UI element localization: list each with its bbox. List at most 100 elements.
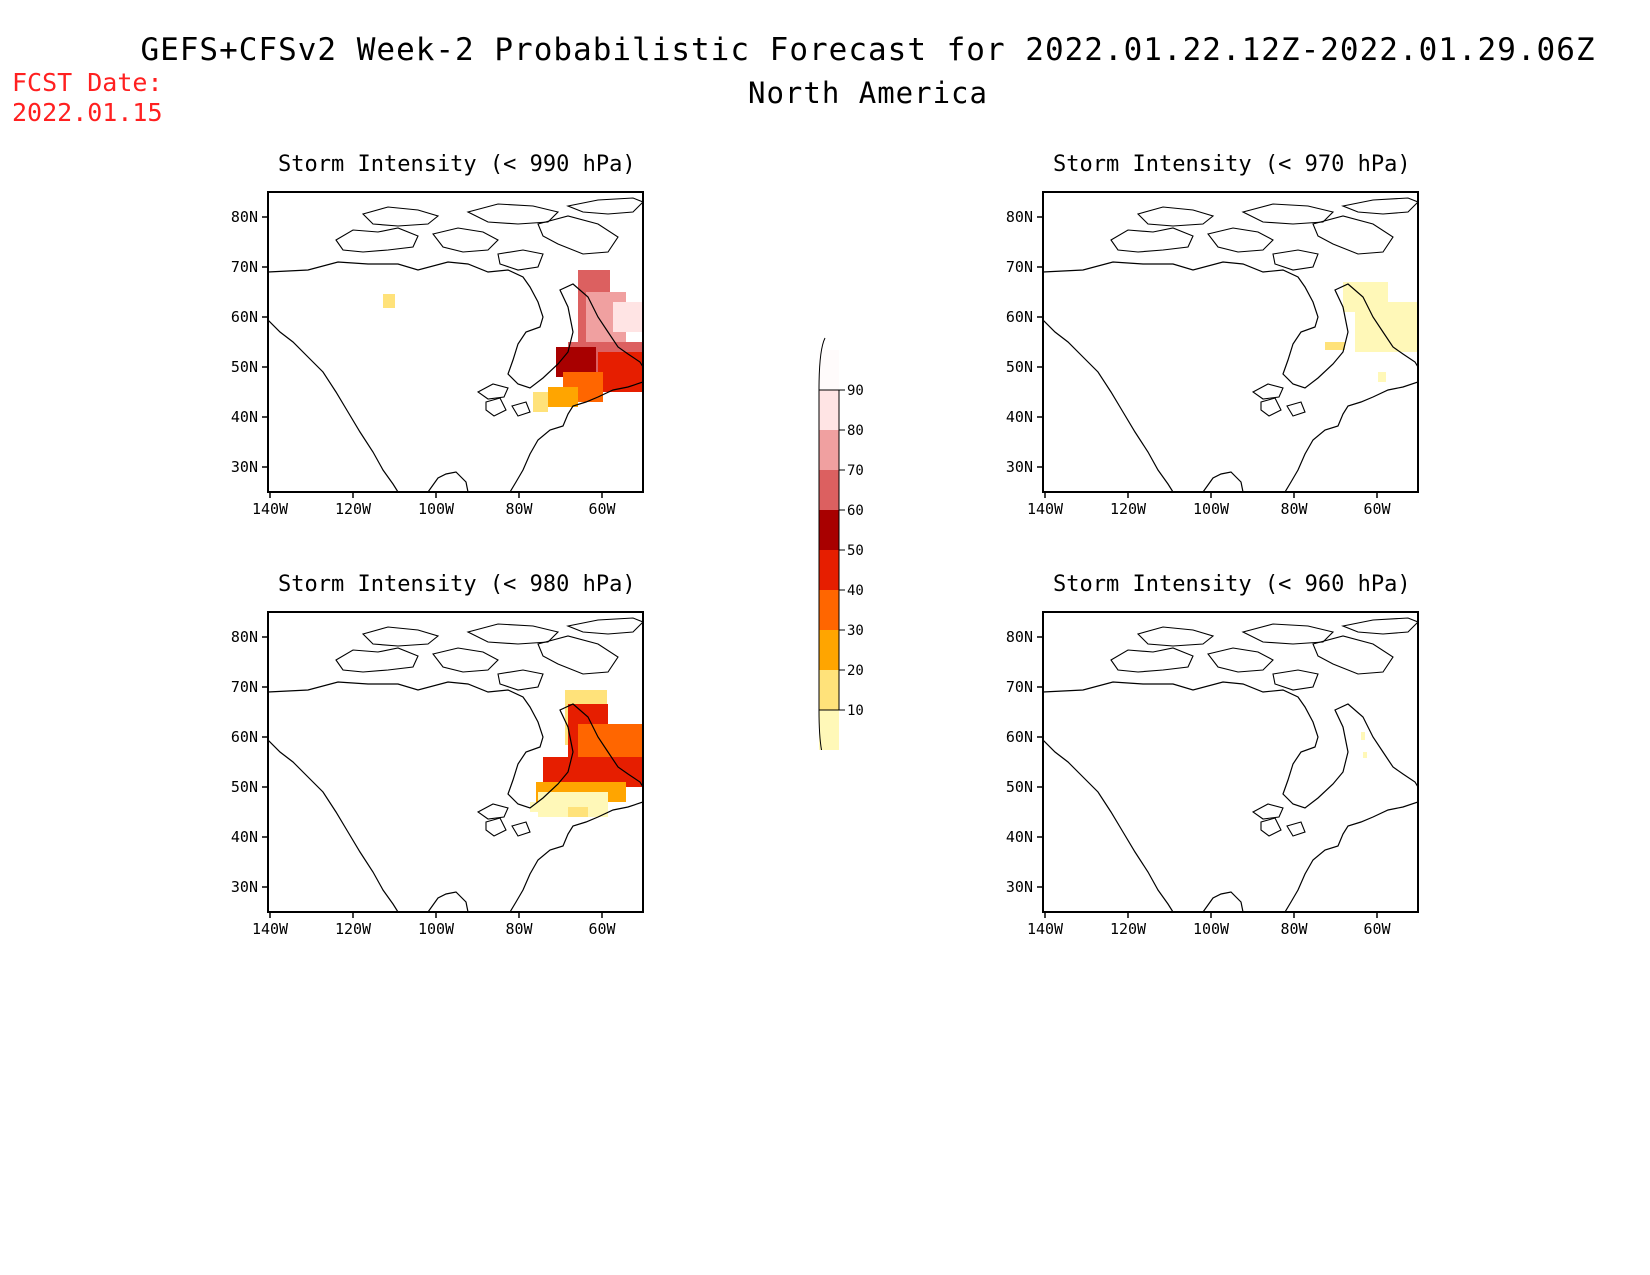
coastline: [1043, 681, 1418, 912]
lon-tick-label: 60W: [1363, 500, 1391, 518]
island-outline: [335, 647, 419, 673]
island-outline: [361, 206, 440, 227]
lake-outline: [1260, 817, 1282, 837]
lat-tick-label: 70N: [231, 678, 258, 696]
island-outline: [1341, 617, 1418, 635]
map-frame: [1042, 191, 1419, 493]
probability-cell: [578, 724, 643, 759]
island-outline: [1136, 206, 1215, 227]
island-outline: [1110, 227, 1194, 253]
panel-title-990: Storm Intensity (< 990 hPa): [278, 152, 636, 177]
lon-tick-label: 80W: [1280, 920, 1308, 938]
probability-cell: [613, 302, 643, 332]
island-outline: [1272, 669, 1319, 691]
island-outline: [497, 249, 544, 271]
lat-tick-label: 70N: [231, 258, 258, 276]
colorbar-swatch: [819, 550, 839, 590]
colorbar-swatch: [819, 710, 839, 750]
lake-outline: [1251, 803, 1284, 820]
island-outline: [1241, 203, 1335, 225]
lon-tick-label: 80W: [505, 920, 533, 938]
lat-tick-label: 30N: [231, 458, 258, 476]
island-outline: [432, 647, 499, 673]
lat-tick-label: 60N: [231, 728, 258, 746]
coastline: [268, 261, 643, 492]
lat-tick-label: 60N: [1006, 728, 1033, 746]
map-frame: [267, 191, 644, 493]
lon-tick-label: 100W: [1193, 920, 1230, 938]
lake-outline: [511, 401, 531, 417]
lat-tick-label: 30N: [1006, 458, 1033, 476]
lat-tick-label: 30N: [1006, 878, 1033, 896]
colorbar-label: 40: [847, 583, 864, 599]
probability-cell: [530, 802, 540, 812]
island-outline: [1110, 647, 1194, 673]
lat-tick-label: 50N: [1006, 358, 1033, 376]
colorbar-swatch: [819, 670, 839, 710]
island-outline: [1341, 197, 1418, 215]
probability-cell: [1325, 342, 1345, 350]
colorbar-label: 10: [847, 703, 864, 719]
colorbar-label: 30: [847, 623, 864, 639]
colorbar-label: 80: [847, 423, 864, 439]
lon-tick-label: 140W: [252, 920, 289, 938]
lat-tick-label: 40N: [1006, 408, 1033, 426]
lon-tick-label: 60W: [588, 920, 616, 938]
lat-tick-label: 60N: [231, 308, 258, 326]
colorbar-swatch: [819, 470, 839, 510]
lon-tick-label: 140W: [1027, 500, 1064, 518]
colorbar-label: 90: [847, 383, 864, 399]
colorbar-swatch: [819, 510, 839, 550]
island-outline: [566, 617, 643, 635]
probability-cell: [1361, 732, 1365, 740]
island-outline: [1207, 227, 1274, 253]
lat-tick-label: 70N: [1006, 258, 1033, 276]
map-frame: [1042, 611, 1419, 913]
lon-tick-label: 140W: [1027, 920, 1064, 938]
island-outline: [432, 227, 499, 253]
island-outline: [1272, 249, 1319, 271]
lon-tick-label: 100W: [1193, 500, 1230, 518]
lake-outline: [1286, 821, 1306, 837]
lat-tick-label: 40N: [231, 408, 258, 426]
lon-tick-label: 80W: [505, 500, 533, 518]
probability-cell: [598, 352, 643, 392]
probability-cell: [1363, 752, 1367, 758]
island-outline: [566, 197, 643, 215]
lat-tick-label: 50N: [231, 778, 258, 796]
lat-tick-label: 40N: [1006, 828, 1033, 846]
lat-tick-label: 80N: [231, 208, 258, 226]
main-title: GEFS+CFSv2 Week-2 Probabilistic Forecast…: [140, 32, 1596, 68]
lake-outline: [485, 397, 507, 417]
lon-tick-label: 80W: [1280, 500, 1308, 518]
colorbar-swatch: [819, 590, 839, 630]
island-outline: [361, 626, 440, 647]
colorbar-swatch: [819, 430, 839, 470]
lake-outline: [511, 821, 531, 837]
lat-tick-label: 60N: [1006, 308, 1033, 326]
island-outline: [537, 215, 619, 255]
island-outline: [1312, 215, 1394, 255]
lake-outline: [1286, 401, 1306, 417]
fcst-date-label: FCST Date:: [12, 68, 163, 97]
island-outline: [1136, 626, 1215, 647]
lat-tick-label: 80N: [231, 628, 258, 646]
island-outline: [335, 227, 419, 253]
colorbar-label: 60: [847, 503, 864, 519]
lake-outline: [476, 803, 509, 820]
map-panel-980: 80N 70N 60N 50N 40N 30N 140W 120W 100W 80W 60W: [231, 611, 644, 938]
island-outline: [466, 623, 560, 645]
colorbar-label: 70: [847, 463, 864, 479]
colorbar-swatch: [819, 350, 839, 390]
lake-outline: [485, 817, 507, 837]
coastline: [268, 681, 643, 912]
island-outline: [466, 203, 560, 225]
lat-tick-label: 50N: [231, 358, 258, 376]
lon-tick-label: 120W: [335, 500, 372, 518]
colorbar-label: 50: [847, 543, 864, 559]
map-panel-960: 80N 70N 60N 50N 40N 30N 140W 120W 100W 80W 60W: [1006, 611, 1419, 938]
lake-outline: [1251, 383, 1284, 400]
lon-tick-label: 100W: [418, 920, 455, 938]
lon-tick-label: 120W: [1110, 500, 1147, 518]
lon-tick-label: 140W: [252, 500, 289, 518]
